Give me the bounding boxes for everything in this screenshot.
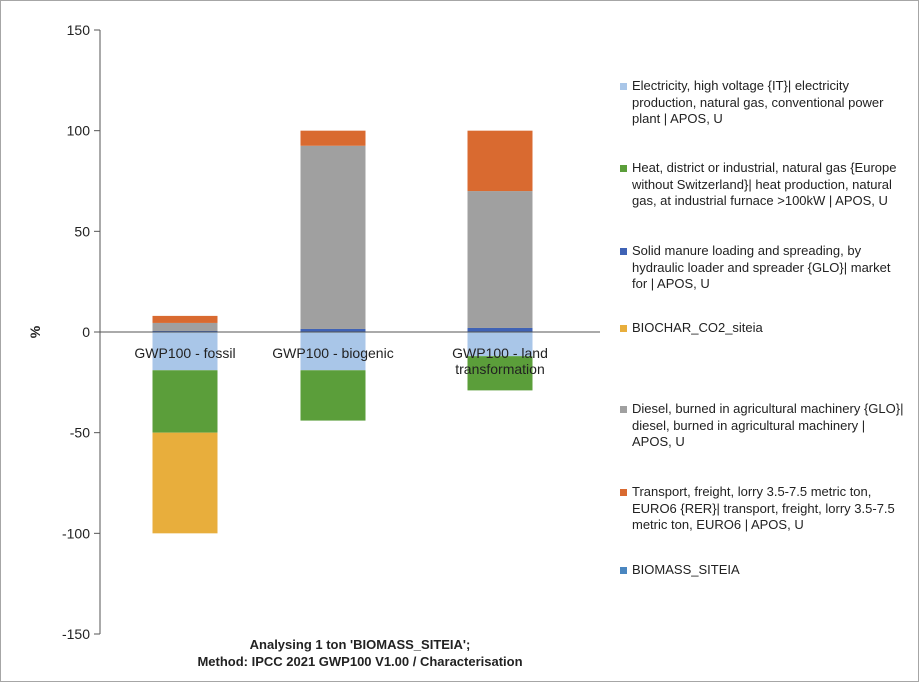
bar-segment [467, 191, 533, 328]
category-label: GWP100 - land transformation [452, 345, 548, 377]
bar-segment [152, 332, 218, 371]
y-tick-label: 100 [67, 123, 91, 139]
bar-segment [152, 330, 218, 332]
bar-segment [300, 145, 366, 329]
legend-item: BIOCHAR_CO2_siteia [620, 320, 905, 337]
bar-segment [152, 432, 218, 534]
y-axis-group [94, 29, 600, 635]
y-tick-label: 0 [82, 324, 90, 340]
bar-segment [467, 130, 533, 192]
bar-segment [152, 315, 218, 323]
legend: Electricity, high voltage {IT}| electric… [620, 0, 910, 684]
legend-swatch [620, 406, 627, 413]
legend-swatch [620, 165, 627, 172]
category-label: GWP100 - fossil [134, 345, 235, 361]
footer-line-2: Method: IPCC 2021 GWP100 V1.00 / Charact… [197, 654, 523, 669]
legend-item: Transport, freight, lorry 3.5-7.5 metric… [620, 484, 905, 534]
y-tick-label: 50 [74, 223, 90, 239]
y-tick-labels-group: -150 -100 -50 0 50 100 150 [62, 22, 90, 642]
bar-segment [152, 370, 218, 433]
category-labels-group: GWP100 - fossil GWP100 - biogenic GWP100 -… [134, 345, 547, 377]
bar-segment [300, 130, 366, 146]
legend-label: Diesel, burned in agricultural machinery… [632, 401, 904, 449]
legend-label: Electricity, high voltage {IT}| electric… [632, 78, 884, 126]
legend-label: BIOCHAR_CO2_siteia [632, 320, 763, 335]
category-label: GWP100 - biogenic [272, 345, 393, 361]
legend-item: BIOMASS_SITEIA [620, 562, 905, 579]
bar-segment [152, 322, 218, 331]
bar-segment [300, 332, 366, 371]
legend-label: Solid manure loading and spreading, by h… [632, 243, 891, 291]
legend-label: BIOMASS_SITEIA [632, 562, 740, 577]
y-tick-label: -100 [62, 525, 90, 541]
legend-item: Solid manure loading and spreading, by h… [620, 243, 905, 293]
legend-item: Diesel, burned in agricultural machinery… [620, 401, 905, 451]
legend-swatch [620, 567, 627, 574]
chart-footer: Analysing 1 ton 'BIOMASS_SITEIA'; Method… [100, 636, 620, 670]
y-tick-label: -50 [70, 425, 90, 441]
bar-segment [300, 370, 366, 421]
bar-segment [467, 356, 533, 391]
y-tick-label: -150 [62, 626, 90, 642]
legend-label: Transport, freight, lorry 3.5-7.5 metric… [632, 484, 895, 532]
y-tick-label: 150 [67, 22, 91, 38]
legend-item: Electricity, high voltage {IT}| electric… [620, 78, 905, 128]
legend-swatch [620, 325, 627, 332]
bars-group [152, 130, 533, 534]
bar-segment [467, 332, 533, 357]
footer-line-1: Analysing 1 ton 'BIOMASS_SITEIA'; [249, 637, 471, 652]
legend-swatch [620, 248, 627, 255]
legend-swatch [620, 489, 627, 496]
legend-item: Heat, district or industrial, natural ga… [620, 160, 905, 210]
legend-swatch [620, 83, 627, 90]
legend-label: Heat, district or industrial, natural ga… [632, 160, 897, 208]
bar-segment [467, 327, 533, 332]
bar-segment [300, 328, 366, 332]
y-axis-label: % [27, 325, 43, 338]
